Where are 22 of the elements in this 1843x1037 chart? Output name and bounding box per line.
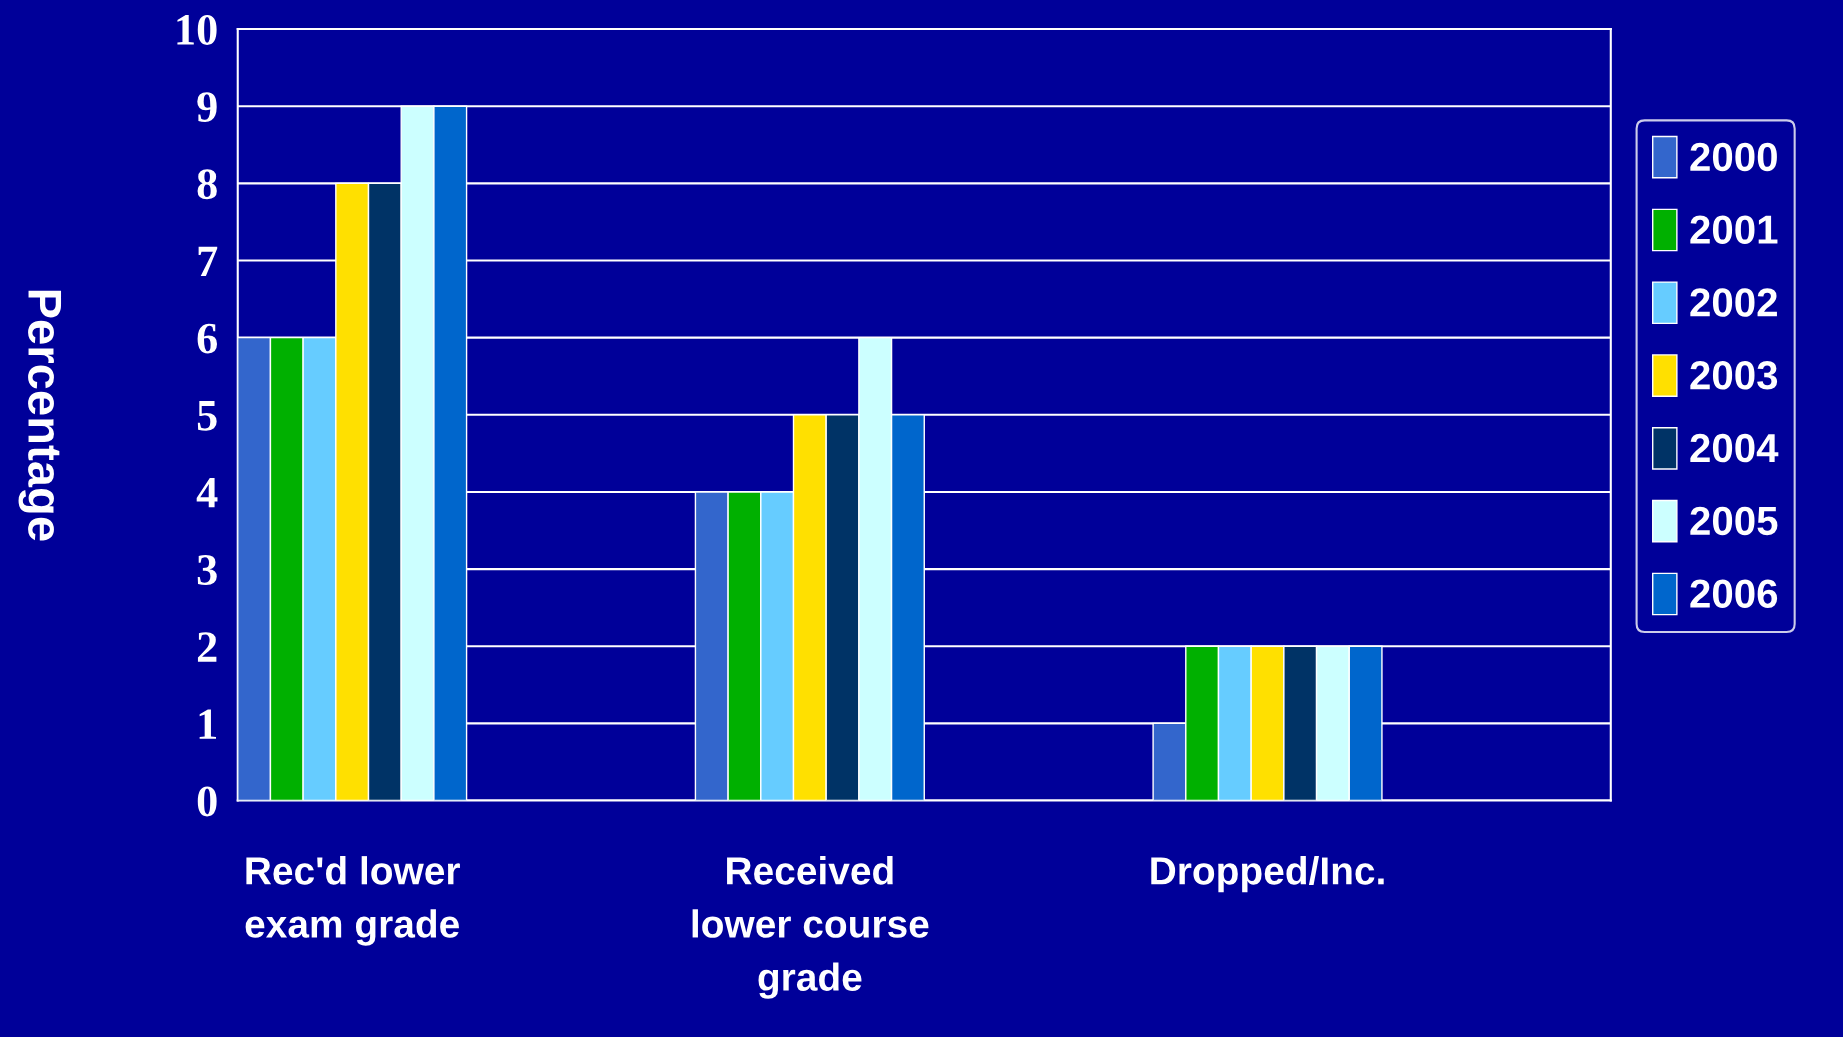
y-tick-label: 8 bbox=[197, 169, 217, 200]
y-tick-label: 4 bbox=[196, 478, 218, 508]
y-axis-title: Percentage bbox=[18, 290, 62, 541]
y-tick-label: 2 bbox=[197, 632, 217, 662]
legend-label: 2004 bbox=[1690, 433, 1779, 463]
x-tick-label: Rec'd lower exam grade bbox=[245, 856, 460, 946]
legend-label: 2006 bbox=[1690, 579, 1778, 608]
y-tick-label: 5 bbox=[197, 401, 217, 431]
y-tick-label: 1 bbox=[199, 709, 216, 739]
legend-label: 2000 bbox=[1690, 142, 1777, 172]
y-tick-label: 6 bbox=[197, 323, 217, 354]
y-tick-label: 7 bbox=[198, 246, 218, 276]
y-tick-label: 3 bbox=[197, 555, 217, 585]
y-tick-label: 0 bbox=[197, 786, 217, 817]
legend-label: 2005 bbox=[1690, 506, 1778, 536]
legend-label: 2002 bbox=[1690, 288, 1777, 317]
legend-label: 2003 bbox=[1690, 361, 1778, 390]
x-tick-label: Received lower course grade bbox=[692, 856, 929, 999]
y-tick-label: 10 bbox=[177, 14, 217, 45]
legend-label: 2001 bbox=[1690, 215, 1778, 244]
y-tick-label: 9 bbox=[197, 92, 217, 123]
x-tick-label: Dropped/Inc. bbox=[1151, 856, 1384, 893]
